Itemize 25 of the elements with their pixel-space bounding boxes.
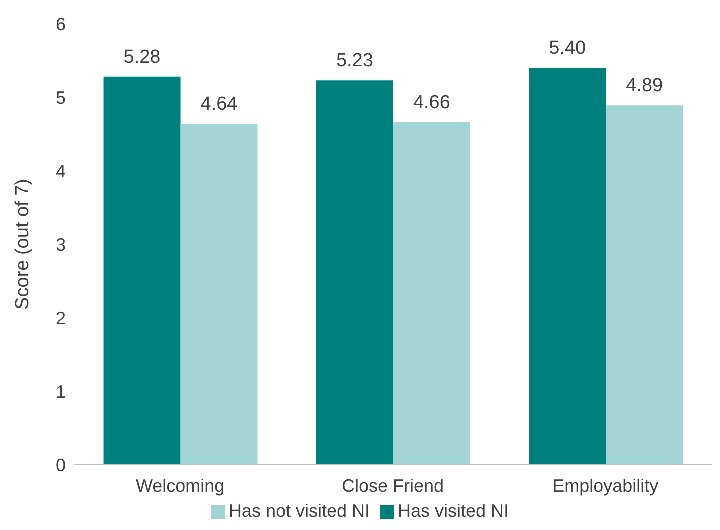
- y-tick-label: 6: [56, 14, 66, 34]
- bar: [180, 124, 258, 465]
- data-label: 5.23: [336, 50, 374, 72]
- y-tick-label: 1: [56, 382, 66, 402]
- bar: [606, 106, 684, 465]
- y-tick-label: 3: [56, 234, 66, 255]
- x-tick-label: Welcoming: [136, 476, 225, 496]
- y-tick-label: 2: [56, 308, 66, 328]
- bar: [316, 80, 394, 465]
- y-tick-label: 0: [56, 455, 66, 476]
- data-label: 5.40: [549, 38, 586, 60]
- data-label: 4.66: [413, 92, 450, 114]
- y-tick-label: 4: [56, 161, 66, 182]
- bar: [393, 122, 470, 465]
- y-axis-title: Score (out of 7): [12, 179, 34, 310]
- bar: [104, 76, 181, 465]
- x-tick-label: Employability: [552, 476, 659, 496]
- legend-label: Has visited NI: [398, 501, 510, 521]
- y-tick-label: 5: [56, 88, 66, 108]
- bar: [529, 68, 606, 465]
- x-tick-label: Close Friend: [342, 476, 444, 496]
- data-label: 4.64: [200, 94, 238, 115]
- legend-label: Has not visited NI: [228, 501, 370, 521]
- data-label: 5.28: [124, 46, 161, 68]
- data-label: 4.89: [626, 76, 664, 97]
